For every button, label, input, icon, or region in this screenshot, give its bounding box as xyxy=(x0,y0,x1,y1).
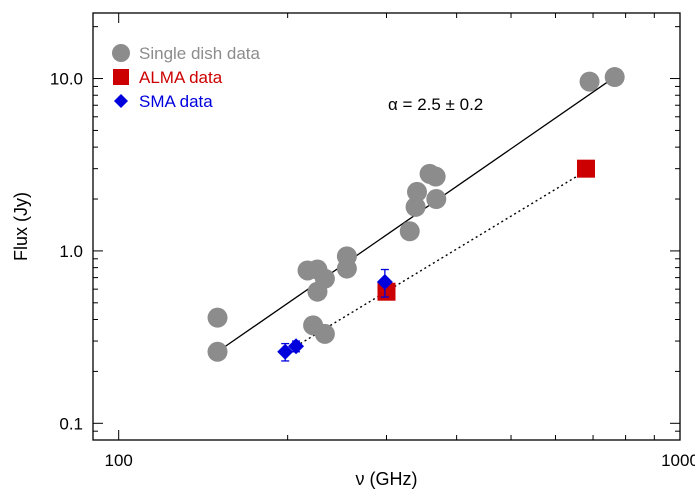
y-tick-label: 1.0 xyxy=(59,242,83,261)
point-circle xyxy=(425,166,446,187)
point-square xyxy=(576,159,595,178)
legend-label: ALMA data xyxy=(139,68,223,87)
point-circle xyxy=(426,189,447,210)
x-tick-label: 100 xyxy=(104,451,132,470)
x-axis-label: ν (GHz) xyxy=(356,469,418,489)
point-diamond xyxy=(288,338,305,355)
point-circle xyxy=(314,268,335,289)
x-tick-label: 1000 xyxy=(661,451,695,470)
tick-labels: 100 1000 0.1 1.0 10.0 xyxy=(50,70,695,470)
point-diamond xyxy=(376,274,393,291)
y-axis-label: Flux (Jy) xyxy=(11,192,31,261)
axis-ticks xyxy=(92,13,681,441)
legend-marker-circle xyxy=(112,44,130,62)
slope-annotation: α = 2.5 ± 0.2 xyxy=(388,95,483,114)
legend-marker-square xyxy=(113,69,129,85)
fit-line-dotted xyxy=(295,168,590,347)
point-circle xyxy=(207,341,228,362)
point-circle xyxy=(405,196,426,217)
y-tick-label: 0.1 xyxy=(59,414,83,433)
legend-label: SMA data xyxy=(139,92,213,111)
point-square xyxy=(377,282,396,301)
point-circle xyxy=(604,67,625,88)
point-circle xyxy=(314,323,335,344)
point-circle xyxy=(399,221,420,242)
point-circle xyxy=(407,181,428,202)
legend: Single dish data ALMA data SMA data xyxy=(112,44,261,111)
point-circle xyxy=(579,71,600,92)
point-circle xyxy=(207,307,228,328)
y-tick-label: 10.0 xyxy=(50,70,83,89)
data-points xyxy=(207,67,625,362)
point-circle xyxy=(336,258,357,279)
point-diamond xyxy=(277,343,294,360)
legend-marker-diamond xyxy=(114,94,128,108)
legend-label: Single dish data xyxy=(139,44,261,63)
